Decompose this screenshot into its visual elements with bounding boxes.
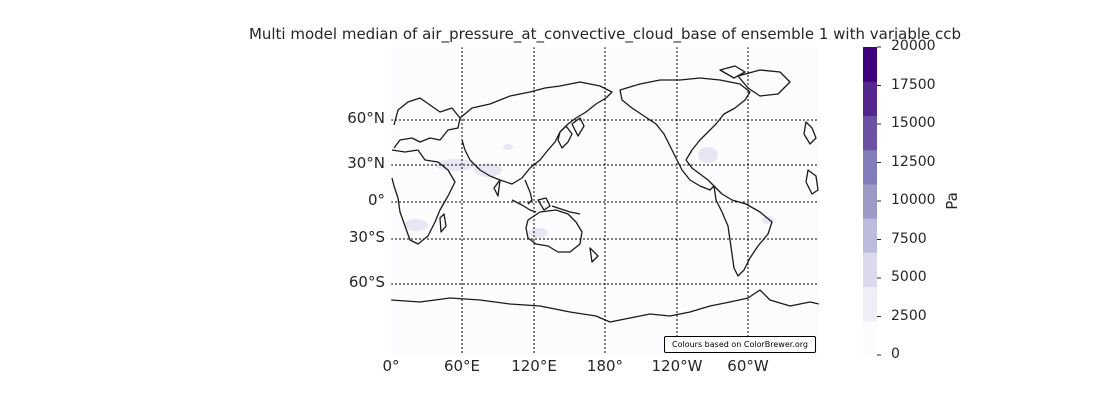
- colorbrewer-credit: Colours based on ColorBrewer.org: [664, 336, 816, 353]
- colorbar: [863, 46, 881, 356]
- map-frame: [390, 46, 820, 356]
- colorbar-bin: [863, 286, 877, 322]
- colorbar-bin: [863, 81, 877, 116]
- lat-label-30n: 30°N: [347, 154, 385, 172]
- colorbar-bin: [863, 115, 877, 151]
- field-patches: [404, 144, 774, 238]
- gridlines: [391, 47, 819, 355]
- lat-label-equator: 0°: [367, 191, 385, 209]
- colorbar-tick-label: 0: [891, 346, 900, 362]
- lat-label-30s: 30°S: [348, 228, 385, 246]
- lon-label-60e: 60°E: [443, 357, 481, 375]
- lon-label-120e: 120°E: [511, 357, 557, 375]
- colorbar-bin: [863, 183, 877, 219]
- lon-label-180: 180°: [586, 357, 624, 375]
- colorbar-tick-label: 17500: [891, 76, 936, 93]
- coastlines: [390, 65, 820, 323]
- lat-label-60n: 60°N: [347, 109, 385, 127]
- colorbar-unit-label: Pa: [943, 192, 961, 210]
- colorbar-tick-label: 10000: [891, 192, 936, 208]
- colorbar-bin: [863, 252, 877, 288]
- lon-label-120w: 120°W: [651, 357, 703, 375]
- lon-label-60w: 60°W: [727, 357, 769, 375]
- colorbar-tick-label: 20000: [891, 38, 936, 54]
- colorbar-tick-label: 2500: [891, 307, 927, 324]
- colorbar-tick-label: 7500: [891, 230, 927, 247]
- colorbar-tick-label: 15000: [891, 115, 936, 131]
- colorbar-bin: [863, 218, 877, 253]
- lat-label-60s: 60°S: [348, 273, 385, 291]
- colorbar-bin: [863, 149, 877, 185]
- colorbar-tick-label: 5000: [891, 269, 927, 285]
- map-title: Multi model median of air_pressure_at_co…: [248, 25, 962, 43]
- colorbar-tick-label: 12500: [891, 153, 936, 170]
- lon-label-0: 0°: [382, 357, 400, 375]
- colorbar-bin: [863, 47, 877, 82]
- colorbar-bin: [863, 320, 877, 356]
